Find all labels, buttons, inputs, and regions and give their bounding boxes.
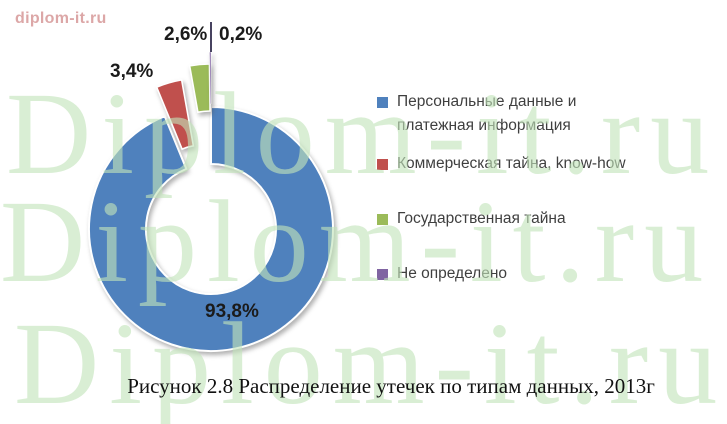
site-link-watermark: diplom-it.ru	[15, 10, 107, 27]
pie-slice-3	[209, 51, 212, 105]
figure-caption: Рисунок 2.8 Распределение утечек по типа…	[127, 374, 655, 398]
legend-label: Коммерческая тайна, know-how	[397, 155, 626, 172]
legend-item-state-secret: Государственная тайна	[377, 207, 627, 231]
chart-legend: Персональные данные и платежная информац…	[377, 90, 627, 286]
legend-swatch-personal-data	[377, 97, 388, 108]
legend-swatch-undefined	[377, 269, 388, 280]
data-label-personal: 93,8%	[205, 301, 259, 322]
legend-item-commercial-secret: Коммерческая тайна, know-how	[377, 152, 627, 176]
legend-item-personal-data: Персональные данные и платежная информац…	[377, 90, 627, 138]
data-label-state: 2,6%	[164, 24, 208, 45]
pie-slice-0	[88, 105, 335, 352]
data-label-commercial: 3,4%	[110, 61, 154, 82]
legend-label: Не определено	[397, 265, 508, 282]
data-label-undefined: 0,2%	[219, 24, 263, 45]
legend-item-undefined: Не определено	[377, 262, 627, 286]
leader-line-undefined	[210, 22, 212, 52]
legend-label: Государственная тайна	[397, 210, 566, 227]
pie-slice-1	[155, 78, 195, 151]
pie-slice-2	[188, 63, 211, 114]
legend-swatch-state-secret	[377, 214, 388, 225]
legend-swatch-commercial-secret	[377, 159, 388, 170]
legend-label: Персональные данные и платежная информац…	[397, 93, 577, 134]
